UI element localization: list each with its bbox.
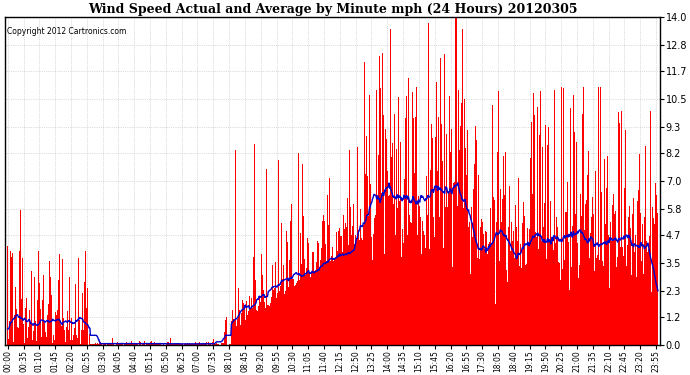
Text: Copyright 2012 Cartronics.com: Copyright 2012 Cartronics.com	[7, 27, 126, 36]
Title: Wind Speed Actual and Average by Minute mph (24 Hours) 20120305: Wind Speed Actual and Average by Minute …	[88, 3, 578, 16]
